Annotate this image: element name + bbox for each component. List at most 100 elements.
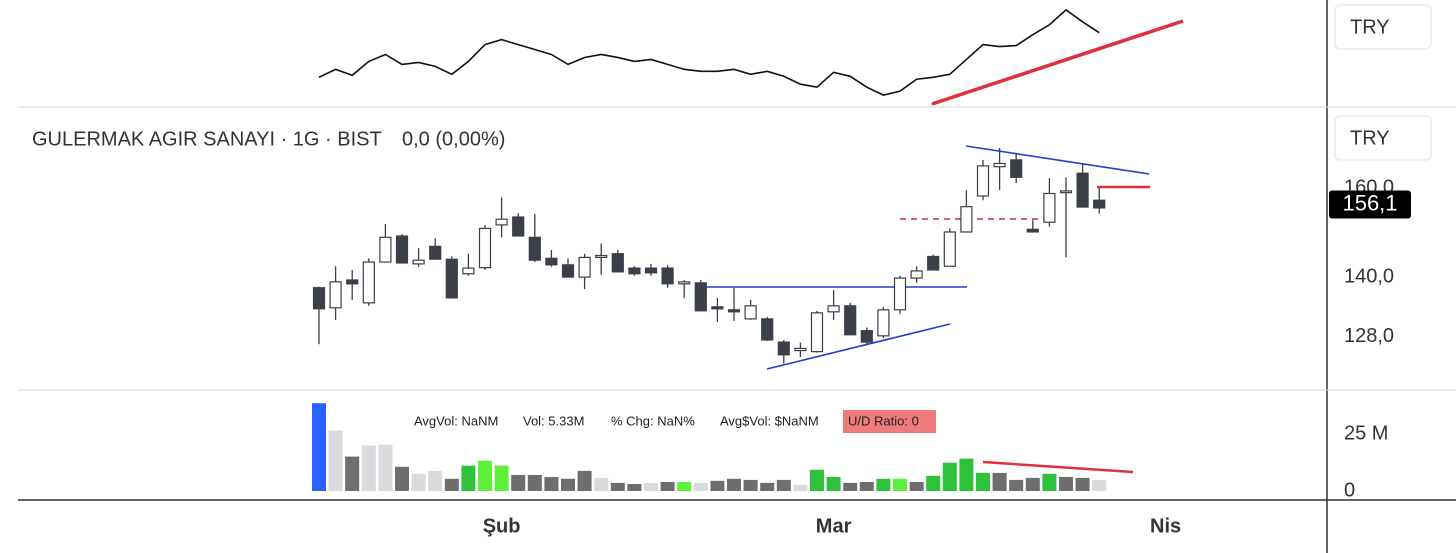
volume-bar: [494, 465, 509, 491]
candle-body: [528, 236, 541, 261]
volume-bar: [727, 478, 741, 491]
volume-bar: [1042, 473, 1057, 491]
price-change: 0,0 (0,00%): [402, 128, 505, 150]
candle-body: [810, 312, 824, 353]
candle-body: [1043, 192, 1056, 223]
candle-body: [960, 206, 973, 233]
volume-bar: [411, 473, 426, 491]
volume-legend: Avg$Vol: $NaNM: [720, 413, 819, 428]
volume-bar: [1009, 479, 1024, 491]
candle-body: [595, 254, 608, 258]
candle-body: [362, 261, 375, 304]
candle-body: [927, 255, 940, 271]
candle-body: [578, 256, 591, 278]
last-price-box: [1329, 190, 1411, 219]
candle-body: [844, 305, 857, 336]
candle-body: [478, 227, 492, 269]
currency-box[interactable]: [1334, 115, 1432, 161]
currency[interactable]: TRY: [1350, 16, 1390, 38]
volume-bar: [810, 469, 824, 491]
volume-legend: Vol: 5.33M: [523, 413, 584, 428]
volume-bar: [909, 481, 924, 491]
candle-body: [727, 309, 741, 313]
volume-bar: [345, 456, 360, 491]
volume-bar: [544, 476, 559, 491]
candle-body: [445, 258, 458, 299]
x-tick-label: Şub: [483, 515, 521, 537]
volume-bar: [594, 477, 609, 491]
volume-bar: [461, 465, 476, 491]
candle-body: [794, 347, 807, 352]
candle-body: [860, 330, 873, 343]
volume-bar: [527, 474, 542, 491]
candle-body: [379, 236, 392, 263]
x-tick-label: Nis: [1150, 515, 1181, 537]
volume-bar: [976, 472, 990, 491]
volume-bar: [378, 444, 393, 491]
volume-bar: [1059, 476, 1073, 491]
volume-legend: % Chg: NaN%: [611, 413, 695, 428]
y-tick-label: 128,0: [1344, 325, 1394, 347]
candle-body: [694, 282, 707, 312]
ud-ratio-box: [843, 410, 936, 433]
candle-body: [993, 162, 1006, 168]
volume-bar: [1092, 479, 1107, 491]
volume-bar: [478, 460, 492, 491]
volume-bar: [627, 483, 642, 491]
volume-bar: [926, 475, 941, 491]
volume-bar: [776, 479, 791, 491]
volume-bar: [693, 482, 708, 491]
volume-bar: [893, 478, 907, 491]
volume-bar: [561, 478, 575, 491]
volume-bar: [361, 445, 376, 491]
candle-body: [644, 267, 658, 274]
volume-bar: [710, 480, 725, 491]
volume-bar: [677, 481, 692, 491]
candle-body: [661, 267, 674, 285]
volume-bar: [660, 481, 675, 491]
candle-body: [495, 218, 508, 226]
candle-body: [744, 305, 757, 320]
volume-bar: [395, 466, 409, 491]
volume-bar: [610, 482, 625, 491]
trend-line: [931, 19, 1184, 106]
trend-line: [982, 460, 1134, 474]
candle-body: [1010, 159, 1023, 178]
candle-body: [628, 267, 641, 275]
volume-bar: [328, 430, 343, 491]
candle-body: [329, 281, 342, 309]
candle-body: [877, 309, 890, 337]
trend-line: [766, 323, 951, 370]
candle-body: [678, 281, 691, 285]
candle-body: [561, 264, 575, 278]
candle-body: [777, 341, 790, 356]
volume-bar: [511, 474, 526, 491]
candle-body: [1076, 172, 1089, 208]
y-tick-label: 140,0: [1344, 265, 1394, 287]
volume-bar: [826, 476, 841, 491]
currency[interactable]: TRY: [1350, 127, 1390, 149]
candle-body: [761, 318, 774, 341]
volume-bar: [760, 482, 775, 491]
volume-bar: [859, 481, 874, 491]
currency-box[interactable]: [1334, 4, 1432, 50]
chart-title: GULERMAK AGIR SANAYI · 1G · BIST: [32, 128, 382, 150]
volume-bar: [312, 403, 326, 491]
candle-body: [545, 257, 558, 266]
y-tick-label: 0: [1344, 479, 1355, 501]
volume-bar: [444, 478, 459, 491]
candle-body: [1026, 228, 1039, 233]
candle-body: [1059, 190, 1073, 194]
y-tick-label: 25 M: [1344, 423, 1388, 445]
trend-line: [965, 145, 1150, 175]
candle-body: [462, 267, 475, 275]
candle-body: [910, 270, 923, 279]
volume-bar: [644, 482, 658, 491]
candle-body: [893, 277, 907, 311]
candle-body: [312, 287, 326, 310]
volume-legend: U/D Ratio: 0: [848, 413, 919, 428]
candle-body: [512, 216, 525, 237]
volume-bar: [1075, 477, 1090, 491]
candle-body: [346, 279, 359, 285]
volume-bar: [743, 479, 758, 491]
